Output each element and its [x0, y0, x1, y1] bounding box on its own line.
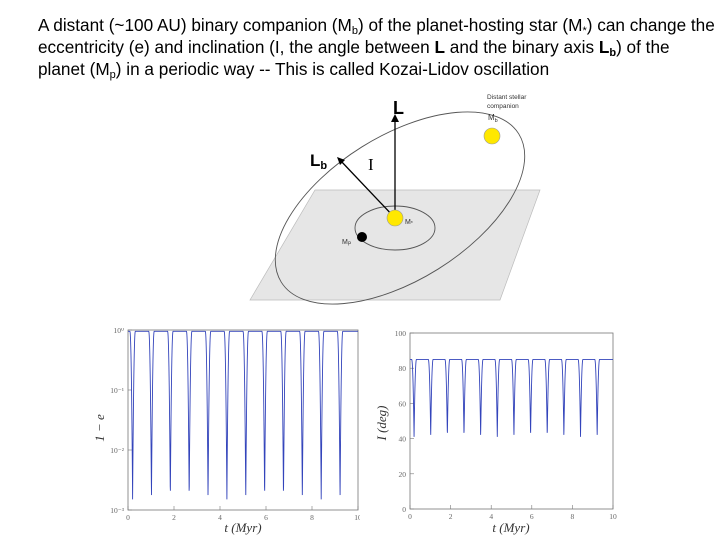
star-label: M*: [405, 219, 413, 227]
xlabel: t (Myr): [224, 520, 261, 535]
caption: A distant (~100 AU) binary companion (Mb…: [38, 15, 715, 81]
y-tick-label: 100: [395, 329, 407, 338]
eccentricity-chart: 0 2 4 6 8 10 10⁰ 10⁻¹ 10⁻² 10⁻³ 1 − e t (Myr): [92, 328, 360, 535]
x-tick-label: 4: [489, 512, 493, 521]
y-tick-label: 60: [399, 399, 407, 408]
x-tick-label: 10: [609, 512, 617, 521]
x-tick-label: 0: [126, 513, 130, 522]
Lb-vector: [339, 159, 396, 219]
x-tick-label: 4: [218, 513, 222, 522]
y-tick-label: 20: [399, 470, 407, 479]
series-line-1-minus-e: [128, 330, 358, 500]
planet: [357, 232, 367, 242]
x-tick-label: 2: [449, 512, 453, 521]
planet-label: MP: [342, 239, 352, 248]
x-tick-label: 2: [172, 513, 176, 522]
y-tick-label: 10⁻²: [110, 446, 124, 455]
series-line-inclination: [410, 358, 613, 437]
x-tick-label: 8: [310, 513, 314, 522]
companion-label-2: companion: [487, 103, 519, 110]
plot-frame: [409, 332, 614, 510]
Lb-arrowhead: [337, 157, 345, 165]
y-tick-label: 10⁻¹: [110, 386, 124, 395]
kozai-diagram: L Lb I Distant stellar companion Mb M* M…: [249, 94, 541, 305]
host-star: [386, 209, 404, 227]
y-tick-label: 0: [402, 505, 406, 514]
x-tick-label: 0: [408, 512, 412, 521]
companion-label-1: Distant stellar: [487, 94, 527, 101]
x-tick-label: 10: [354, 513, 360, 522]
orbital-plane: [249, 189, 541, 301]
y-tick-label: 10⁻³: [110, 506, 124, 515]
ylabel: 1 − e: [92, 414, 107, 442]
x-tick-label: 8: [571, 512, 575, 521]
y-tick-label: 10⁰: [113, 328, 124, 335]
companion-orbit: [274, 111, 526, 305]
label-I: I: [368, 155, 374, 174]
companion-label-3: Mb: [488, 113, 498, 124]
xlabel: t (Myr): [492, 520, 529, 535]
ylabel: I (deg): [374, 405, 389, 441]
x-tick-label: 6: [530, 512, 534, 521]
label-Lb: Lb: [310, 151, 327, 172]
label-L: L: [393, 98, 404, 118]
companion-star: [483, 127, 501, 145]
L-arrowhead: [391, 114, 399, 122]
plot-frame: [127, 329, 359, 511]
y-tick-label: 80: [399, 364, 407, 373]
y-tick-label: 40: [399, 435, 407, 444]
x-tick-label: 6: [264, 513, 268, 522]
